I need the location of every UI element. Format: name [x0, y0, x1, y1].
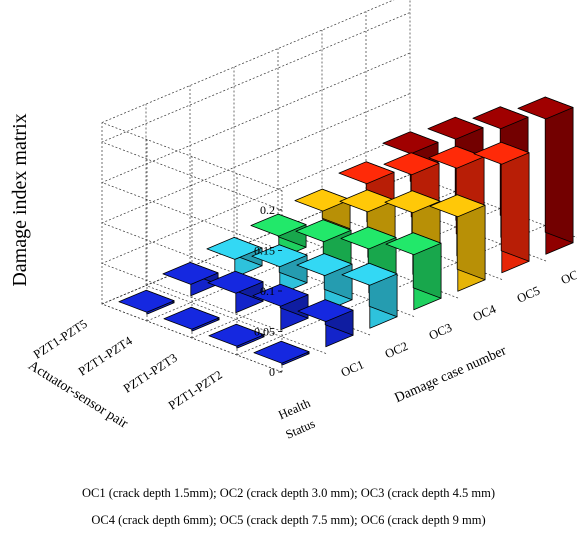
x-tick-label: Status — [284, 416, 318, 441]
bar-top — [339, 189, 396, 213]
z-tick-label: 0.15 — [254, 244, 275, 258]
bar-top — [163, 306, 220, 330]
y-tick-label: PZT1-PZT4 — [76, 333, 136, 378]
bar — [253, 340, 310, 366]
bar-top — [340, 226, 397, 250]
bar-top — [341, 262, 398, 286]
bar-top — [382, 131, 439, 155]
x-tick-label: OC1 — [339, 357, 366, 379]
bar-top — [207, 270, 264, 294]
bar-top — [384, 190, 441, 214]
bar-side — [544, 96, 574, 244]
bar3d-chart: 0 0.05 0.1 0.15 0.2 Damage index matrix PZT1-P… — [9, 0, 577, 442]
z-tick-label: 0.2 — [260, 203, 275, 217]
bar — [297, 299, 354, 348]
z-axis-label: Damage index matrix — [9, 113, 31, 286]
z-tick-label: 0 — [269, 365, 275, 379]
bar — [296, 253, 353, 312]
bar-top — [251, 244, 308, 268]
y-tick-label: PZT1-PZT2 — [166, 368, 225, 413]
bar — [208, 323, 265, 349]
x-tick-label: OC6 — [559, 265, 577, 287]
bar-top — [385, 232, 442, 256]
y-tick-label: PZT1-PZT3 — [121, 351, 180, 396]
floor-gridline — [145, 285, 327, 354]
bar-top — [250, 213, 307, 237]
bar — [385, 232, 442, 311]
bar — [517, 96, 574, 255]
bar — [118, 289, 175, 315]
bar — [429, 194, 486, 292]
bar-top — [118, 289, 175, 313]
bar-top — [294, 188, 351, 212]
bar — [207, 270, 264, 314]
bar-top — [297, 299, 354, 323]
z-gridline — [101, 133, 411, 332]
bar-top — [253, 340, 310, 364]
bar-top — [473, 141, 530, 165]
z-tick-label: 0.1 — [260, 284, 275, 298]
caption-line-2: OC4 (crack depth 6mm); OC5 (crack depth … — [91, 513, 486, 527]
bar-top — [295, 219, 352, 243]
z-gridline — [101, 12, 411, 211]
bar-top — [428, 145, 485, 169]
bar-top — [383, 152, 440, 176]
bar — [341, 262, 398, 329]
z-gridline — [101, 93, 411, 292]
z-gridline — [101, 52, 411, 251]
x-tick-label: OC3 — [427, 320, 454, 342]
bar — [250, 213, 307, 260]
bar-top — [206, 236, 263, 260]
bar — [295, 219, 352, 277]
bar-top — [208, 323, 265, 347]
x-tick-label: OC5 — [515, 283, 542, 305]
bars — [118, 96, 574, 366]
bar-top — [517, 96, 574, 120]
bar-top — [429, 194, 486, 218]
bar-top — [427, 116, 484, 140]
bar-top — [296, 253, 353, 277]
bar — [163, 306, 220, 332]
bar-top — [162, 261, 219, 285]
z-tick-label: 0.05 — [254, 325, 275, 339]
x-tick-label: OC4 — [471, 302, 499, 325]
bar — [251, 244, 308, 295]
x-axis-label: Damage case number — [392, 343, 508, 406]
x-tick-label: OC2 — [383, 339, 410, 361]
bar-top — [472, 106, 529, 130]
bar-top — [252, 283, 309, 307]
bar-top — [338, 161, 395, 185]
bar — [162, 261, 219, 297]
caption-line-1: OC1 (crack depth 1.5mm); OC2 (crack dept… — [81, 486, 496, 500]
wall-edge — [101, 0, 395, 123]
bar — [473, 141, 530, 274]
y-tick-label: PZT1-PZT5 — [31, 317, 90, 362]
